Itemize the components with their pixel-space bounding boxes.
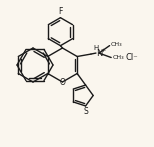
Text: F: F (58, 7, 63, 16)
Text: +: + (100, 48, 105, 53)
Text: CH₃: CH₃ (112, 55, 124, 60)
Text: CH₃: CH₃ (111, 42, 122, 47)
Text: O: O (59, 77, 65, 86)
Text: Cl⁻: Cl⁻ (126, 52, 138, 61)
Text: S: S (83, 107, 88, 116)
Text: N: N (96, 49, 102, 58)
Text: H: H (93, 45, 99, 51)
